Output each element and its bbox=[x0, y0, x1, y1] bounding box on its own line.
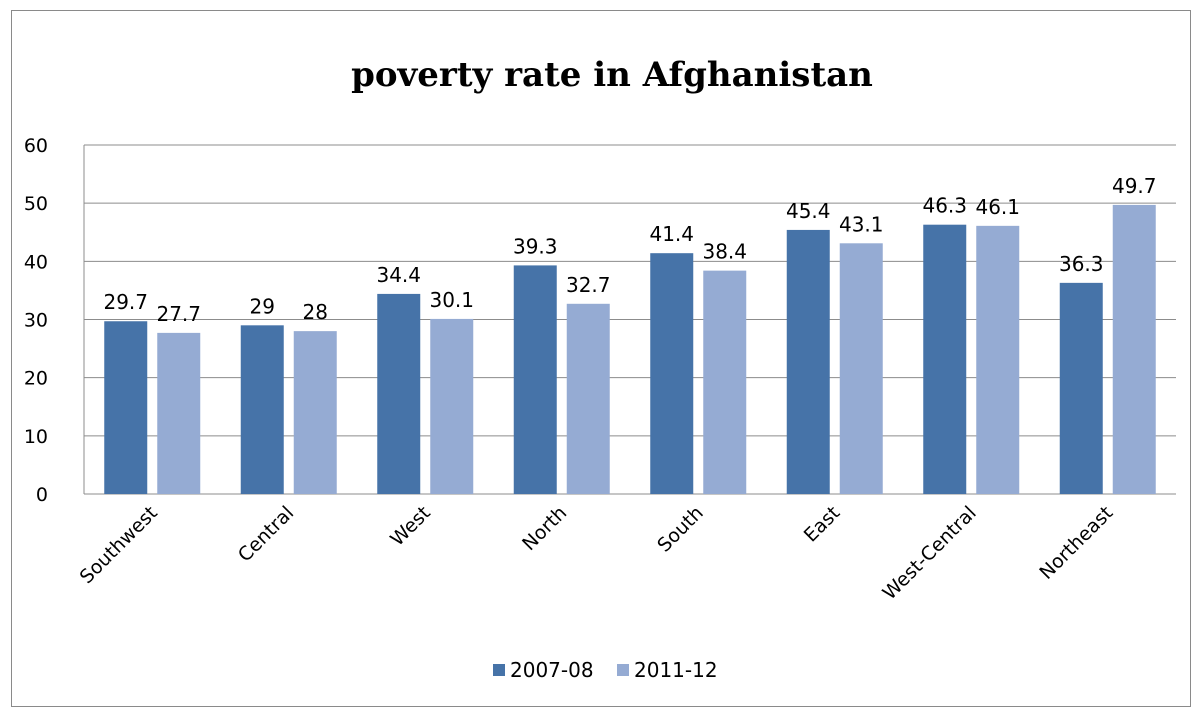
x-tick-label: West bbox=[386, 502, 435, 551]
bar-2011-12-North bbox=[566, 303, 610, 494]
data-label: 27.7 bbox=[156, 302, 201, 326]
legend-swatch-2011-12 bbox=[617, 664, 629, 676]
bar-2007-08-Central bbox=[240, 325, 284, 494]
bar-2007-08-Southwest bbox=[104, 321, 148, 494]
y-tick-label: 0 bbox=[36, 484, 48, 506]
bar-2011-12-East bbox=[839, 243, 883, 494]
data-label: 34.4 bbox=[376, 263, 421, 287]
data-label: 43.1 bbox=[839, 212, 884, 236]
bar-2007-08-West bbox=[377, 293, 421, 494]
bar-2007-08-North bbox=[513, 265, 557, 494]
bar-2007-08-South bbox=[650, 253, 694, 494]
y-tick-label: 40 bbox=[24, 251, 48, 273]
x-tick-label: Central bbox=[234, 502, 298, 566]
x-axis-ticks: Southwest Central West North South East West-C… bbox=[76, 502, 1118, 604]
legend-label: 2007-08 bbox=[510, 658, 594, 682]
data-label: 38.4 bbox=[702, 240, 747, 264]
bar-2011-12-West-Central bbox=[976, 225, 1020, 494]
data-label: 29.7 bbox=[103, 290, 148, 314]
y-tick-label: 50 bbox=[24, 193, 48, 215]
bar-2011-12-Central bbox=[293, 331, 337, 494]
data-label: 41.4 bbox=[649, 222, 694, 246]
bar-2007-08-West-Central bbox=[923, 224, 967, 494]
data-label: 39.3 bbox=[513, 234, 558, 258]
y-tick-label: 10 bbox=[24, 426, 48, 448]
x-tick-label: Northeast bbox=[1035, 502, 1117, 584]
bar-2011-12-West bbox=[430, 318, 474, 494]
bars bbox=[104, 204, 1156, 494]
legend: 2007-08 2011-12 bbox=[493, 658, 718, 682]
data-label: 30.1 bbox=[429, 288, 474, 312]
bar-2011-12-Southwest bbox=[157, 332, 201, 494]
data-label: 32.7 bbox=[566, 273, 611, 297]
y-tick-label: 30 bbox=[24, 310, 48, 332]
x-tick-label: South bbox=[653, 502, 708, 557]
data-label: 46.3 bbox=[922, 194, 967, 218]
legend-swatch-2007-08 bbox=[493, 664, 505, 676]
data-label: 28 bbox=[303, 300, 328, 324]
legend-label: 2011-12 bbox=[634, 658, 718, 682]
bar-2011-12-Northeast bbox=[1112, 204, 1156, 494]
bar-2007-08-Northeast bbox=[1059, 282, 1103, 494]
bar-2011-12-South bbox=[703, 270, 747, 494]
x-tick-label: Southwest bbox=[76, 502, 162, 588]
data-labels: 29.7 27.7 29 28 34.4 30.1 39.3 32.7 41.4 38.4 45.4… bbox=[103, 174, 1156, 326]
y-tick-label: 20 bbox=[24, 368, 48, 390]
bar-2007-08-East bbox=[786, 229, 830, 494]
chart-title: poverty rate in Afghanistan bbox=[351, 55, 873, 95]
data-label: 49.7 bbox=[1112, 174, 1157, 198]
y-tick-label: 60 bbox=[24, 135, 48, 157]
y-axis-ticks: 0 10 20 30 40 50 60 bbox=[24, 135, 48, 506]
data-label: 46.1 bbox=[975, 195, 1020, 219]
x-tick-label: North bbox=[518, 502, 571, 555]
x-tick-label: East bbox=[800, 502, 845, 547]
data-label: 36.3 bbox=[1059, 252, 1104, 276]
data-label: 45.4 bbox=[786, 199, 831, 223]
x-tick-label: West-Central bbox=[878, 502, 980, 604]
data-label: 29 bbox=[250, 294, 275, 318]
